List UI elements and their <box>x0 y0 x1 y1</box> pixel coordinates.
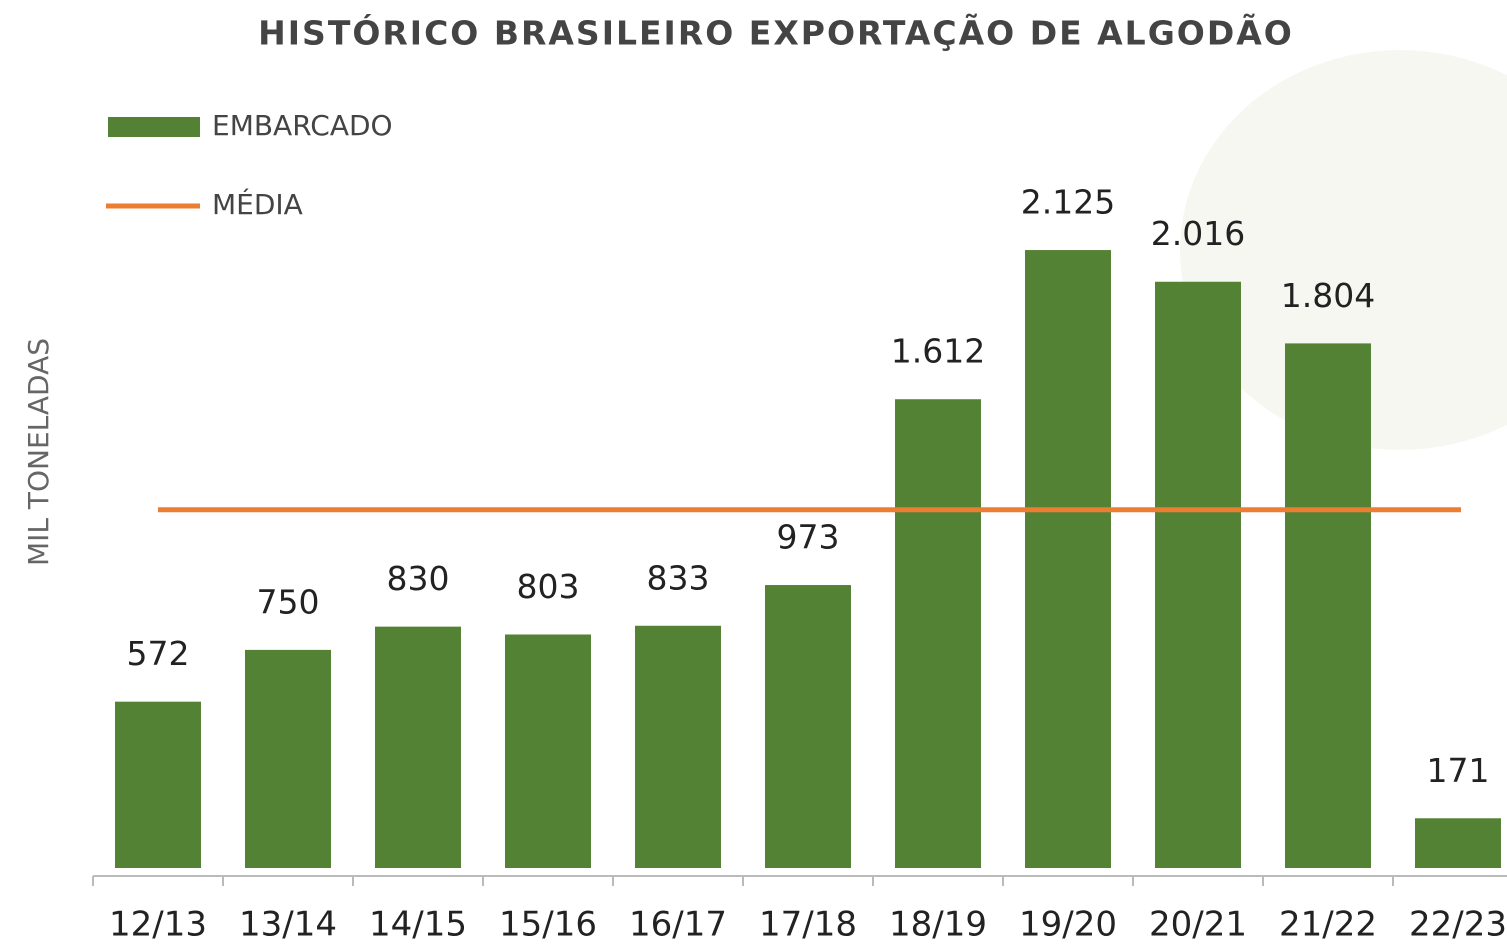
data-label: 803 <box>517 567 580 606</box>
data-label: 830 <box>387 559 450 598</box>
x-tick-label: 21/22 <box>1279 905 1377 945</box>
x-tick-label: 13/14 <box>239 905 337 945</box>
legend-swatch <box>108 117 200 137</box>
x-tick-label: 15/16 <box>499 905 597 945</box>
data-label: 833 <box>647 558 710 597</box>
bar <box>115 701 201 868</box>
background-decoration <box>1180 50 1507 450</box>
bar <box>765 585 851 868</box>
x-tick-label: 20/21 <box>1149 905 1247 945</box>
bar <box>245 649 331 868</box>
x-tick-label: 12/13 <box>109 905 207 945</box>
x-tick-label: 17/18 <box>759 905 857 945</box>
x-tick-label: 18/19 <box>889 905 987 945</box>
legend-label: EMBARCADO <box>212 109 393 142</box>
data-label: 1.804 <box>1281 276 1375 315</box>
bar <box>505 634 591 868</box>
x-tick-label: 14/15 <box>369 905 467 945</box>
data-label: 171 <box>1427 751 1490 790</box>
y-axis-label: MIL TONELADAS <box>22 338 55 566</box>
data-label: 1.612 <box>891 332 985 371</box>
bar <box>1155 281 1241 868</box>
data-label: 2.125 <box>1021 183 1115 222</box>
legend-label: MÉDIA <box>212 187 303 221</box>
chart-title: HISTÓRICO BRASILEIRO EXPORTAÇÃO DE ALGOD… <box>258 13 1294 53</box>
x-tick-label: 22/23 <box>1409 905 1507 945</box>
bar <box>895 399 981 868</box>
bar <box>635 625 721 868</box>
x-tick-label: 19/20 <box>1019 905 1117 945</box>
bar <box>1025 250 1111 869</box>
bar <box>375 626 461 868</box>
data-label: 572 <box>127 634 190 673</box>
bar <box>1285 343 1371 868</box>
data-label: 2.016 <box>1151 214 1245 253</box>
data-label: 973 <box>777 518 840 557</box>
x-tick-label: 16/17 <box>629 905 727 945</box>
bar <box>1415 818 1501 868</box>
data-label: 750 <box>257 582 320 621</box>
